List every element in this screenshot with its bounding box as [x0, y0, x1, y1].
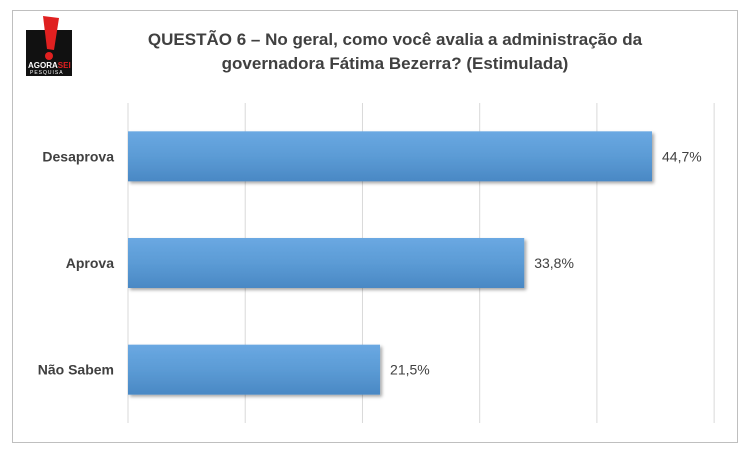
category-label: Não Sabem — [38, 362, 114, 378]
value-label: 21,5% — [390, 362, 430, 378]
title-line-1: QUESTÃO 6 – No geral, como você avalia a… — [147, 30, 643, 49]
bar — [128, 238, 525, 288]
bar — [128, 131, 652, 182]
category-label: Desaprova — [42, 148, 114, 164]
title-line-2: governadora Fátima Bezerra? (Estimulada) — [221, 54, 569, 73]
value-label: 44,7% — [662, 148, 702, 164]
svg-text:PESQUISA: PESQUISA — [30, 70, 64, 76]
category-label: Aprova — [66, 255, 114, 271]
value-label: 33,8% — [534, 255, 574, 271]
svg-text:AGORASEI: AGORASEI — [28, 61, 71, 70]
chart-title: QUESTÃO 6 – No geral, como você avalia a… — [100, 28, 690, 76]
agorasei-logo: AGORASEI PESQUISA — [26, 16, 72, 76]
bar — [128, 344, 381, 395]
